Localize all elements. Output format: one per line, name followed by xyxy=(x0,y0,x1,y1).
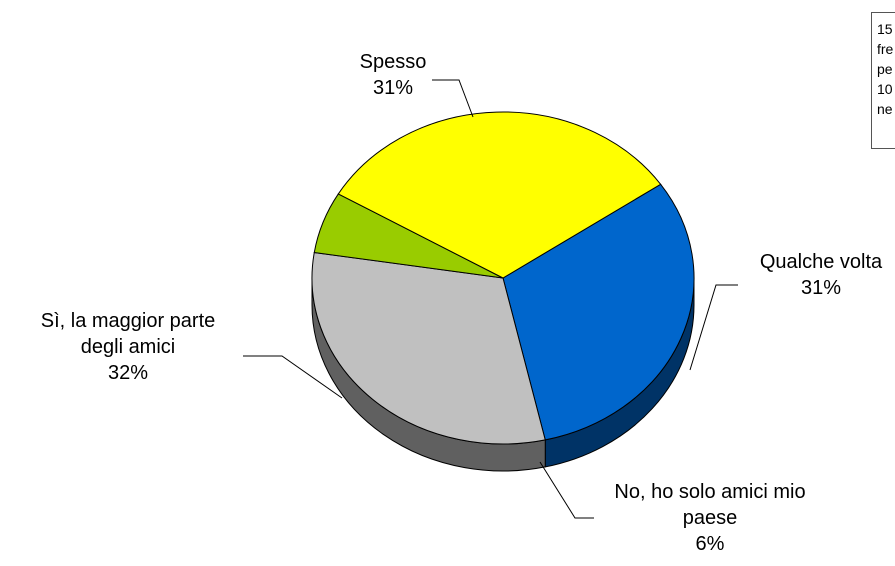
slice-si-la-maggior-parte-degli-amici xyxy=(337,111,662,279)
leader-lines xyxy=(243,79,738,519)
slice-name-label: Sì, la maggior parte xyxy=(41,310,216,332)
slice-qualche-volta xyxy=(311,251,546,445)
slice-label-spesso: Spesso 31% xyxy=(360,51,427,99)
slice-spesso xyxy=(502,183,695,441)
slice-name-label: Spesso xyxy=(360,51,427,73)
slice-label-no-ho-solo-amici-mio-paese: No, ho solo amici mio paese 6% xyxy=(614,481,805,555)
note-line: fre xyxy=(877,41,894,57)
pie-slices xyxy=(311,111,695,445)
leader-line-spesso xyxy=(432,79,474,118)
leader-line-si-la-maggior-parte-degli-amici xyxy=(243,355,343,399)
slice-value-label: 31% xyxy=(373,77,413,99)
note-line: 10 xyxy=(877,81,893,97)
slice-name-label: degli amici xyxy=(81,336,175,358)
leader-line-no-ho-solo-amici-mio-paese xyxy=(539,461,594,519)
note-line: pe xyxy=(877,61,893,77)
note-line: 15 xyxy=(877,21,893,37)
note-box: 15 fre pe 10 ne xyxy=(871,12,895,149)
slice-name-label: No, ho solo amici mio xyxy=(614,481,805,503)
slice-value-label: 32% xyxy=(108,362,148,384)
slice-name-label: paese xyxy=(683,507,738,529)
slice-label-qualche-volta: Qualche volta 31% xyxy=(760,251,883,299)
slice-value-label: 31% xyxy=(801,277,841,299)
slice-name-label: Qualche volta xyxy=(760,251,883,273)
slice-labels: Spesso 31% Qualche volta 31% No, ho solo ami… xyxy=(41,51,883,555)
slice-label-si-la-maggior-parte-degli-amici: Sì, la maggior parte degli amici 32% xyxy=(41,310,216,384)
note-line: ne xyxy=(877,101,893,117)
leader-line-qualche-volta xyxy=(689,284,738,371)
slice-value-label: 6% xyxy=(696,533,725,555)
